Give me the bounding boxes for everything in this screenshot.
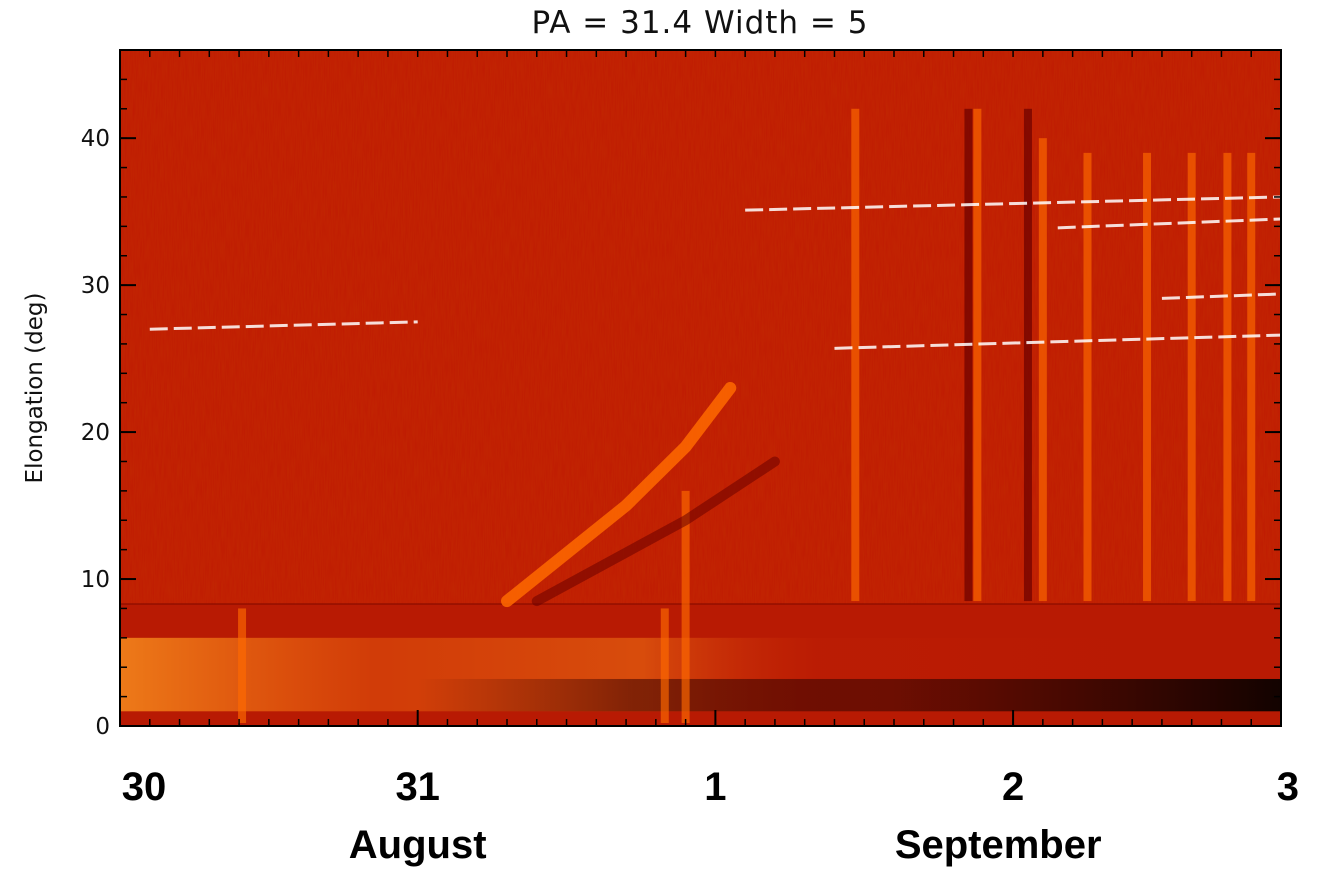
vertical-columns xyxy=(238,108,1256,724)
vertical-column xyxy=(238,608,247,724)
cme-bright-track xyxy=(501,382,737,608)
y-tick-label: 40 xyxy=(81,126,110,152)
bright-streak xyxy=(149,320,418,331)
bright-streak xyxy=(745,195,1281,212)
vertical-column xyxy=(973,108,982,602)
x-axis-day-labels: 30 31 1 2 3 xyxy=(119,710,1299,809)
x-day-label: 31 xyxy=(395,765,440,809)
vertical-column xyxy=(1023,108,1032,602)
bright-streaks xyxy=(149,195,1281,350)
cme-dark-trailing-track xyxy=(531,456,780,607)
vertical-column xyxy=(1083,152,1092,602)
vertical-column xyxy=(1223,152,1232,602)
y-tick-label: 30 xyxy=(81,273,110,299)
vertical-column xyxy=(1187,152,1196,602)
vertical-column xyxy=(681,490,690,724)
x-month-label: September xyxy=(895,823,1102,867)
x-day-label: 3 xyxy=(1277,765,1299,809)
y-axis-label: Elongation (deg) xyxy=(22,293,48,484)
chart-title: PA = 31.4 Width = 5 xyxy=(532,5,869,41)
vertical-column xyxy=(851,108,860,602)
low-elongation-dark-band xyxy=(417,678,1281,712)
x-month-label: August xyxy=(349,823,487,867)
x-day-label: 30 xyxy=(122,765,167,809)
plot-frame xyxy=(119,49,1282,727)
bright-streak xyxy=(1057,217,1281,230)
vertical-column xyxy=(660,608,669,724)
y-axis-ticks: 0 10 20 30 40 xyxy=(81,126,1281,740)
x-day-label: 2 xyxy=(1002,765,1024,809)
x-axis-month-labels: August September xyxy=(349,823,1102,867)
y-tick-label: 10 xyxy=(81,567,110,593)
vertical-column xyxy=(964,108,973,602)
vertical-column xyxy=(1247,152,1256,602)
y-tick-label: 0 xyxy=(95,714,110,740)
vertical-column xyxy=(1143,152,1152,602)
y-tick-label: 20 xyxy=(81,420,110,446)
x-day-label: 1 xyxy=(704,765,726,809)
bright-streak xyxy=(834,333,1281,350)
bright-streak xyxy=(1161,292,1281,300)
vertical-column xyxy=(1038,138,1047,602)
plot-area xyxy=(120,50,1281,726)
